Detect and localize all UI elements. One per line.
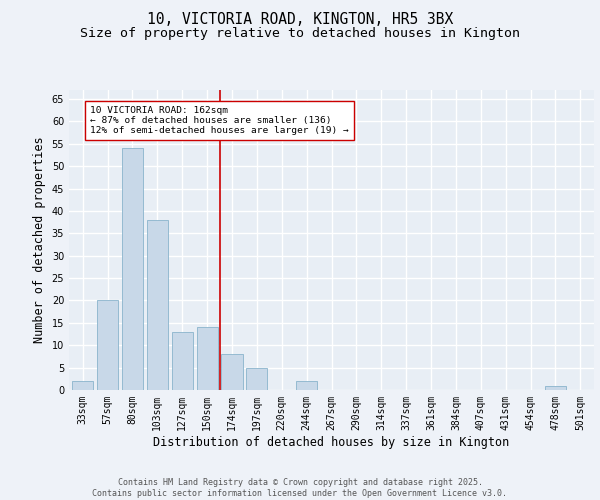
Text: 10 VICTORIA ROAD: 162sqm
← 87% of detached houses are smaller (136)
12% of semi-: 10 VICTORIA ROAD: 162sqm ← 87% of detach… — [90, 106, 349, 136]
Bar — [122, 148, 143, 390]
Bar — [147, 220, 168, 390]
Text: Size of property relative to detached houses in Kington: Size of property relative to detached ho… — [80, 28, 520, 40]
Bar — [545, 386, 566, 390]
Bar — [172, 332, 193, 390]
Bar — [246, 368, 268, 390]
Text: Contains HM Land Registry data © Crown copyright and database right 2025.
Contai: Contains HM Land Registry data © Crown c… — [92, 478, 508, 498]
Bar — [197, 328, 218, 390]
Text: 10, VICTORIA ROAD, KINGTON, HR5 3BX: 10, VICTORIA ROAD, KINGTON, HR5 3BX — [147, 12, 453, 28]
Bar — [221, 354, 242, 390]
Bar — [296, 381, 317, 390]
Bar — [97, 300, 118, 390]
X-axis label: Distribution of detached houses by size in Kington: Distribution of detached houses by size … — [154, 436, 509, 448]
Y-axis label: Number of detached properties: Number of detached properties — [33, 136, 46, 344]
Bar — [72, 381, 93, 390]
